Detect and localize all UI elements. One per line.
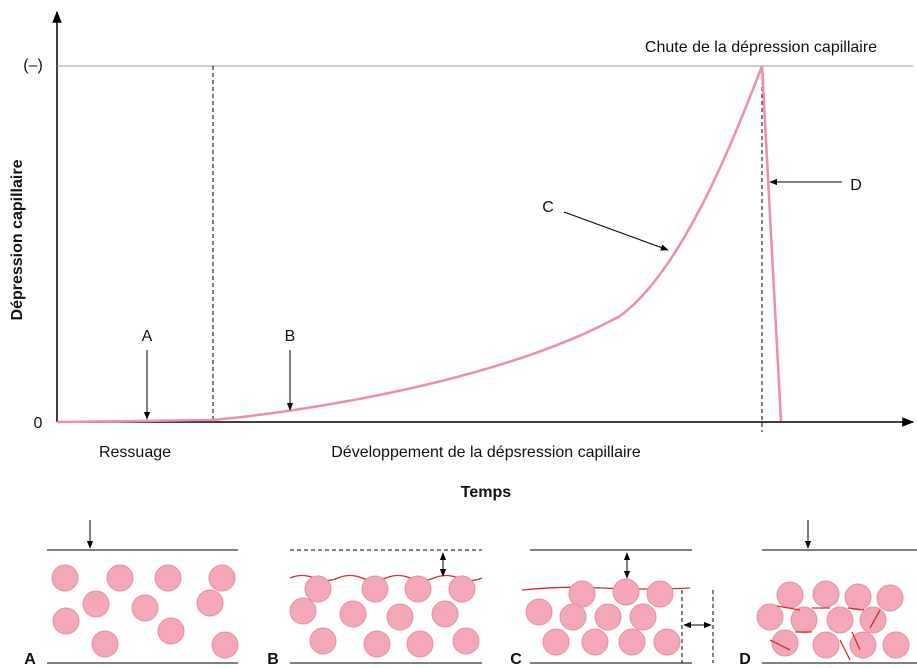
particle: [859, 606, 887, 634]
particle: [646, 580, 674, 608]
point-label: D: [850, 177, 862, 194]
particle: [525, 598, 553, 626]
particle: [309, 627, 337, 655]
y-axis-label: Dépression capillaire: [9, 159, 26, 320]
crack: [769, 639, 791, 651]
particle: [826, 606, 854, 634]
particle: [106, 564, 134, 592]
particle: [154, 564, 182, 592]
peak-label: Chute de la dépression capillaire: [645, 39, 877, 56]
phase-label: Développement de la dépsression capillai…: [331, 444, 641, 461]
particle: [91, 630, 119, 658]
particle: [289, 597, 317, 625]
x-axis-label: Temps: [461, 484, 511, 501]
particle: [406, 630, 434, 658]
particle: [361, 575, 389, 603]
crack: [869, 609, 881, 629]
particle: [157, 617, 185, 645]
particle: [844, 583, 872, 611]
panels: A B C D: [24, 520, 917, 668]
particle: [594, 603, 622, 631]
particle: [612, 578, 640, 606]
particle: [756, 603, 784, 631]
crack: [839, 639, 851, 661]
particle: [568, 580, 596, 608]
particle: [431, 600, 459, 628]
particle: [452, 627, 480, 655]
particle: [448, 575, 476, 603]
panel-label: B: [267, 651, 279, 668]
arrow: [563, 211, 669, 251]
particle: [882, 631, 910, 659]
particle: [771, 629, 799, 657]
particle: [304, 575, 332, 603]
curve: [56, 65, 783, 424]
particle: [790, 606, 818, 634]
particle: [131, 594, 159, 622]
particle: [386, 603, 414, 631]
y-tick-label: (–): [23, 57, 43, 74]
particle: [653, 628, 681, 656]
particle: [559, 603, 587, 631]
particle: [581, 628, 609, 656]
panel-label: C: [510, 651, 522, 668]
particle: [208, 564, 236, 592]
particle: [51, 564, 79, 592]
particle: [629, 603, 657, 631]
particle: [542, 628, 570, 656]
particle: [876, 584, 904, 612]
particle: [849, 631, 877, 659]
particle: [211, 631, 239, 659]
particle: [618, 628, 646, 656]
crack: [847, 607, 865, 611]
crack: [851, 631, 861, 651]
y-tick-label: 0: [34, 415, 43, 432]
particle: [52, 607, 80, 635]
panel-label: D: [739, 651, 751, 668]
main-plot: Dépression capillaire (–) 0 Ressuage Dév…: [9, 10, 915, 501]
particle: [363, 630, 391, 658]
phase-label: Ressuage: [99, 444, 171, 461]
particle: [812, 631, 840, 659]
particle: [404, 575, 432, 603]
particle: [339, 600, 367, 628]
particle: [82, 590, 110, 618]
particle: [812, 580, 840, 608]
particle: [196, 589, 224, 617]
crack: [776, 605, 801, 611]
point-label: A: [142, 328, 153, 345]
point-label: B: [285, 328, 296, 345]
point-label: C: [542, 199, 554, 216]
panel-label: A: [24, 651, 36, 668]
particle: [776, 581, 804, 609]
